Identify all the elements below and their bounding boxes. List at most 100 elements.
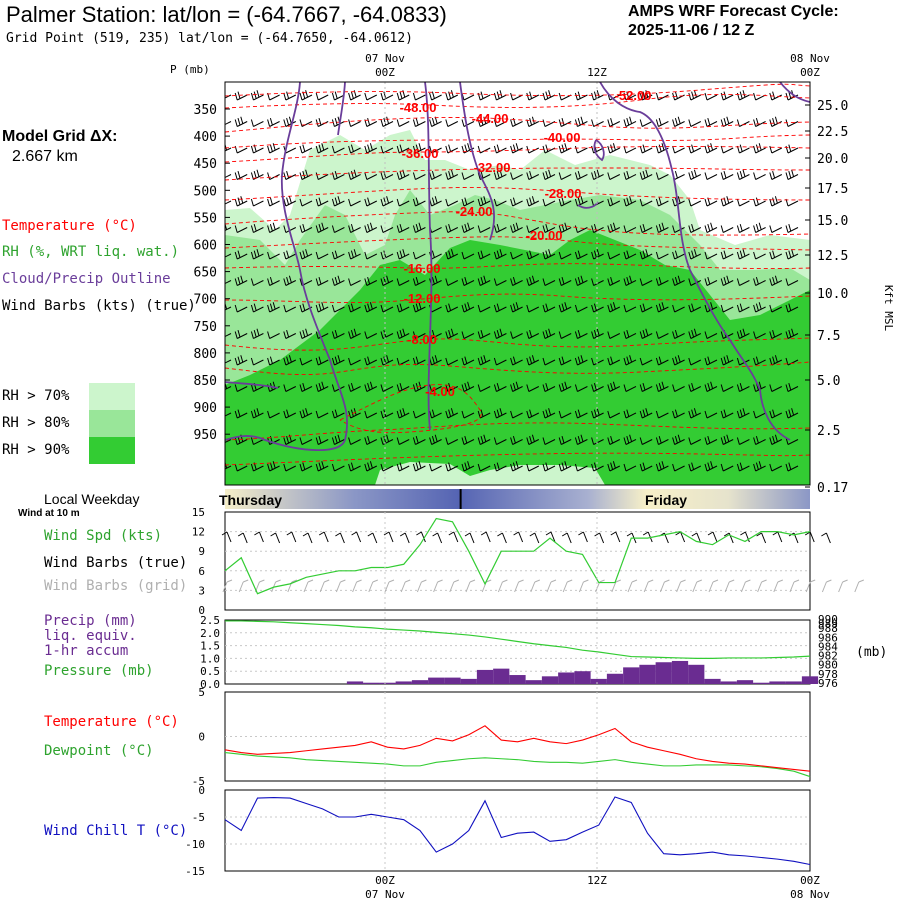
upper-barb-staff: [755, 121, 766, 127]
sfc-barb-grid-staff: [821, 581, 827, 593]
cloud-outline-4: [459, 82, 495, 241]
upper-barb-flag: [480, 435, 484, 444]
isotherm-label--4.00: -4.00: [425, 384, 455, 399]
upper-barb-staff: [609, 333, 621, 339]
upper-barb-flag: [396, 357, 400, 366]
upper-barb-flag: [769, 463, 773, 472]
upper-barb-flag: [369, 302, 373, 310]
upper-barb-staff: [301, 386, 313, 392]
legend-rh: RH (%, WRT liq. wat.): [2, 244, 180, 260]
upper-barb-staff: [317, 121, 329, 127]
upper-barb-flag: [348, 251, 352, 260]
upper-barb-flag: [286, 91, 290, 99]
upper-barb-flag: [253, 170, 257, 179]
upper-barb-flag: [380, 437, 384, 445]
upper-barb-flag: [736, 172, 740, 180]
upper-barb-flag: [315, 357, 319, 366]
upper-barb-flag: [677, 434, 681, 442]
upper-barb-flag: [445, 331, 449, 339]
upper-barb-staff: [350, 121, 361, 127]
upper-barb-flag: [545, 409, 549, 417]
upper-barb-flag: [477, 304, 481, 313]
upper-barb-staff: [366, 94, 378, 101]
upper-barb-flag: [739, 462, 743, 470]
upper-barb-flag: [785, 357, 789, 366]
upper-barb-flag: [493, 172, 497, 180]
upper-barb-staff: [674, 200, 685, 207]
isotherm-label--16.00: -16.00: [404, 261, 441, 276]
sfc-barb-true-staff: [728, 532, 734, 544]
upper-barb-staff: [285, 439, 297, 445]
upper-barb-flag: [350, 144, 354, 152]
sfc-barb-grid-staff: [659, 581, 665, 593]
upper-barb-flag: [607, 357, 611, 366]
upper-barb-flag: [753, 251, 757, 260]
upper-barb-flag: [267, 331, 271, 339]
upper-barb-flag: [237, 276, 241, 285]
sfc-barb-grid-flag: [405, 579, 411, 583]
upper-barb-flag: [364, 278, 368, 286]
upper-barb-staff: [658, 200, 669, 207]
sfc-barb-grid-staff: [335, 581, 341, 593]
upper-barb-staff: [253, 147, 264, 154]
upper-barb-flag: [574, 119, 578, 127]
upper-barb-flag: [464, 303, 468, 311]
upper-barb-staff: [317, 253, 329, 260]
upper-barb-flag: [415, 356, 419, 364]
sfc-barb-grid-flag: [437, 579, 443, 583]
upper-barb-flag: [769, 198, 773, 207]
sfc-barb-true-staff: [388, 531, 394, 543]
upper-barb-flag: [558, 145, 562, 154]
upper-barb-staff: [722, 227, 734, 233]
upper-barb-flag: [607, 172, 611, 180]
upper-barb-flag: [510, 410, 514, 419]
upper-barb-staff: [771, 94, 783, 101]
upper-barb-flag: [542, 304, 546, 313]
upper-barb-staff: [690, 174, 702, 180]
upper-barb-flag: [542, 357, 546, 366]
upper-barb-flag: [785, 384, 789, 392]
sfc-barb-true-staff: [534, 532, 540, 544]
upper-barb-flag: [558, 463, 562, 472]
upper-barb-flag: [574, 304, 578, 313]
precip-bar: [623, 667, 640, 684]
upper-barb-staff: [577, 121, 588, 127]
upper-barb-flag: [593, 170, 597, 179]
upper-barb-flag: [753, 437, 757, 445]
upper-barb-staff: [528, 412, 540, 419]
upper-barb-flag: [785, 304, 789, 313]
upper-barb-staff: [722, 147, 734, 154]
upper-barb-flag: [574, 437, 578, 445]
upper-barb-flag: [250, 463, 254, 472]
upper-barb-flag: [623, 410, 627, 419]
upper-barb-flag: [399, 329, 403, 338]
upper-barb-staff: [253, 174, 264, 180]
upper-barb-flag: [639, 331, 643, 339]
upper-barb-flag: [753, 357, 757, 366]
temp-panel-frame: [224, 691, 811, 782]
upper-barb-flag: [348, 437, 352, 445]
upper-barb-staff: [560, 174, 572, 180]
upper-barb-flag: [250, 278, 254, 286]
upper-barb-flag: [321, 143, 325, 151]
sfc-barb-true-staff: [307, 532, 313, 544]
upper-barb-staff: [463, 253, 475, 260]
upper-barb-staff: [334, 333, 345, 339]
upper-barb-staff: [334, 94, 345, 101]
upper-barb-flag: [318, 117, 322, 126]
upper-barb-flag: [493, 410, 497, 419]
upper-barb-flag: [412, 172, 416, 180]
upper-barb-flag: [526, 92, 530, 101]
sfc-barb-true-flag: [545, 531, 552, 536]
upper-barb-flag: [348, 119, 352, 127]
upper-barb-flag: [623, 278, 627, 286]
upper-barb-flag: [531, 196, 535, 204]
isotherm-4: [225, 146, 810, 163]
upper-barb-flag: [234, 331, 238, 339]
upper-barb-staff: [463, 121, 475, 127]
sfc-barb-grid-flag: [810, 579, 816, 583]
upper-barb-flag: [493, 357, 497, 366]
sfc-barb-true-flag: [286, 531, 293, 536]
upper-barb-flag: [348, 92, 352, 101]
upper-barb-flag: [477, 278, 481, 286]
